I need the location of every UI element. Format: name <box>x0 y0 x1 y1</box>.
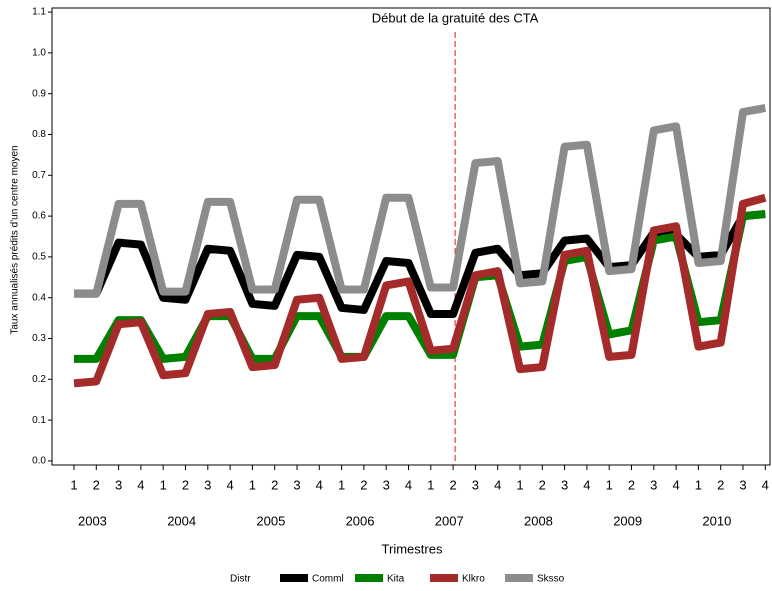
x-tick-label: 2 <box>271 477 278 492</box>
annotation-text: Début de la gratuité des CTA <box>372 10 539 25</box>
y-tick-label: 1.0 <box>32 48 46 59</box>
x-tick-label: 1 <box>249 477 256 492</box>
x-tick-label: 4 <box>226 477 233 492</box>
x-tick-label: 4 <box>672 477 679 492</box>
x-tick-label: 4 <box>137 477 144 492</box>
legend-label: Klkro <box>462 574 485 585</box>
y-tick-label: 0.9 <box>32 88 46 99</box>
y-tick-label: 0.2 <box>32 374 46 385</box>
x-tick-label: 1 <box>695 477 702 492</box>
y-tick-label: 1.1 <box>32 7 46 18</box>
year-label: 2005 <box>256 513 285 528</box>
x-tick-label: 1 <box>516 477 523 492</box>
year-label: 2009 <box>613 513 642 528</box>
x-tick-label: 4 <box>494 477 501 492</box>
x-tick-label: 2 <box>539 477 546 492</box>
y-tick-label: 0.5 <box>32 252 46 263</box>
y-tick-label: 0.4 <box>32 292 46 303</box>
x-tick-label: 3 <box>383 477 390 492</box>
x-tick-label: 4 <box>762 477 769 492</box>
x-tick-label: 4 <box>316 477 323 492</box>
x-tick-label: 3 <box>472 477 479 492</box>
plot-frame <box>51 7 771 466</box>
x-tick-label: 1 <box>70 477 77 492</box>
year-label: 2003 <box>78 513 107 528</box>
x-tick-label: 3 <box>204 477 211 492</box>
x-tick-label: 2 <box>360 477 367 492</box>
x-tick-label: 2 <box>628 477 635 492</box>
year-label: 2004 <box>167 513 196 528</box>
series-line <box>74 104 767 298</box>
legend-label: Comml <box>312 574 344 585</box>
x-tick-label: 2 <box>717 477 724 492</box>
x-tick-label: 3 <box>115 477 122 492</box>
y-tick-label: 0.6 <box>32 211 46 222</box>
year-label: 2006 <box>346 513 375 528</box>
x-tick-label: 2 <box>449 477 456 492</box>
x-tick-label: 2 <box>93 477 100 492</box>
x-tick-label: 1 <box>606 477 613 492</box>
y-tick-label: 0.8 <box>32 129 46 140</box>
x-tick-label: 4 <box>583 477 590 492</box>
y-tick-label: 0.1 <box>32 415 46 426</box>
x-tick-label: 2 <box>182 477 189 492</box>
y-axis-title: Taux annualisés prédits d'un centre moye… <box>10 145 21 334</box>
year-label: 2010 <box>702 513 731 528</box>
series-line <box>73 193 767 388</box>
x-tick-label: 4 <box>405 477 412 492</box>
x-tick-label: 3 <box>739 477 746 492</box>
legend-label: Sksso <box>537 574 565 585</box>
legend-label: Kita <box>387 574 405 585</box>
x-tick-label: 1 <box>338 477 345 492</box>
x-tick-label: 1 <box>427 477 434 492</box>
x-axis-title: Trimestres <box>382 541 443 556</box>
year-label: 2007 <box>435 513 464 528</box>
y-tick-label: 0.3 <box>32 333 46 344</box>
year-label: 2008 <box>524 513 553 528</box>
legend-title: Distr <box>230 574 251 585</box>
x-tick-label: 3 <box>561 477 568 492</box>
x-tick-label: 1 <box>160 477 167 492</box>
y-tick-label: 0.0 <box>32 456 46 467</box>
y-tick-label: 0.7 <box>32 170 46 181</box>
x-tick-label: 3 <box>293 477 300 492</box>
x-tick-label: 3 <box>650 477 657 492</box>
